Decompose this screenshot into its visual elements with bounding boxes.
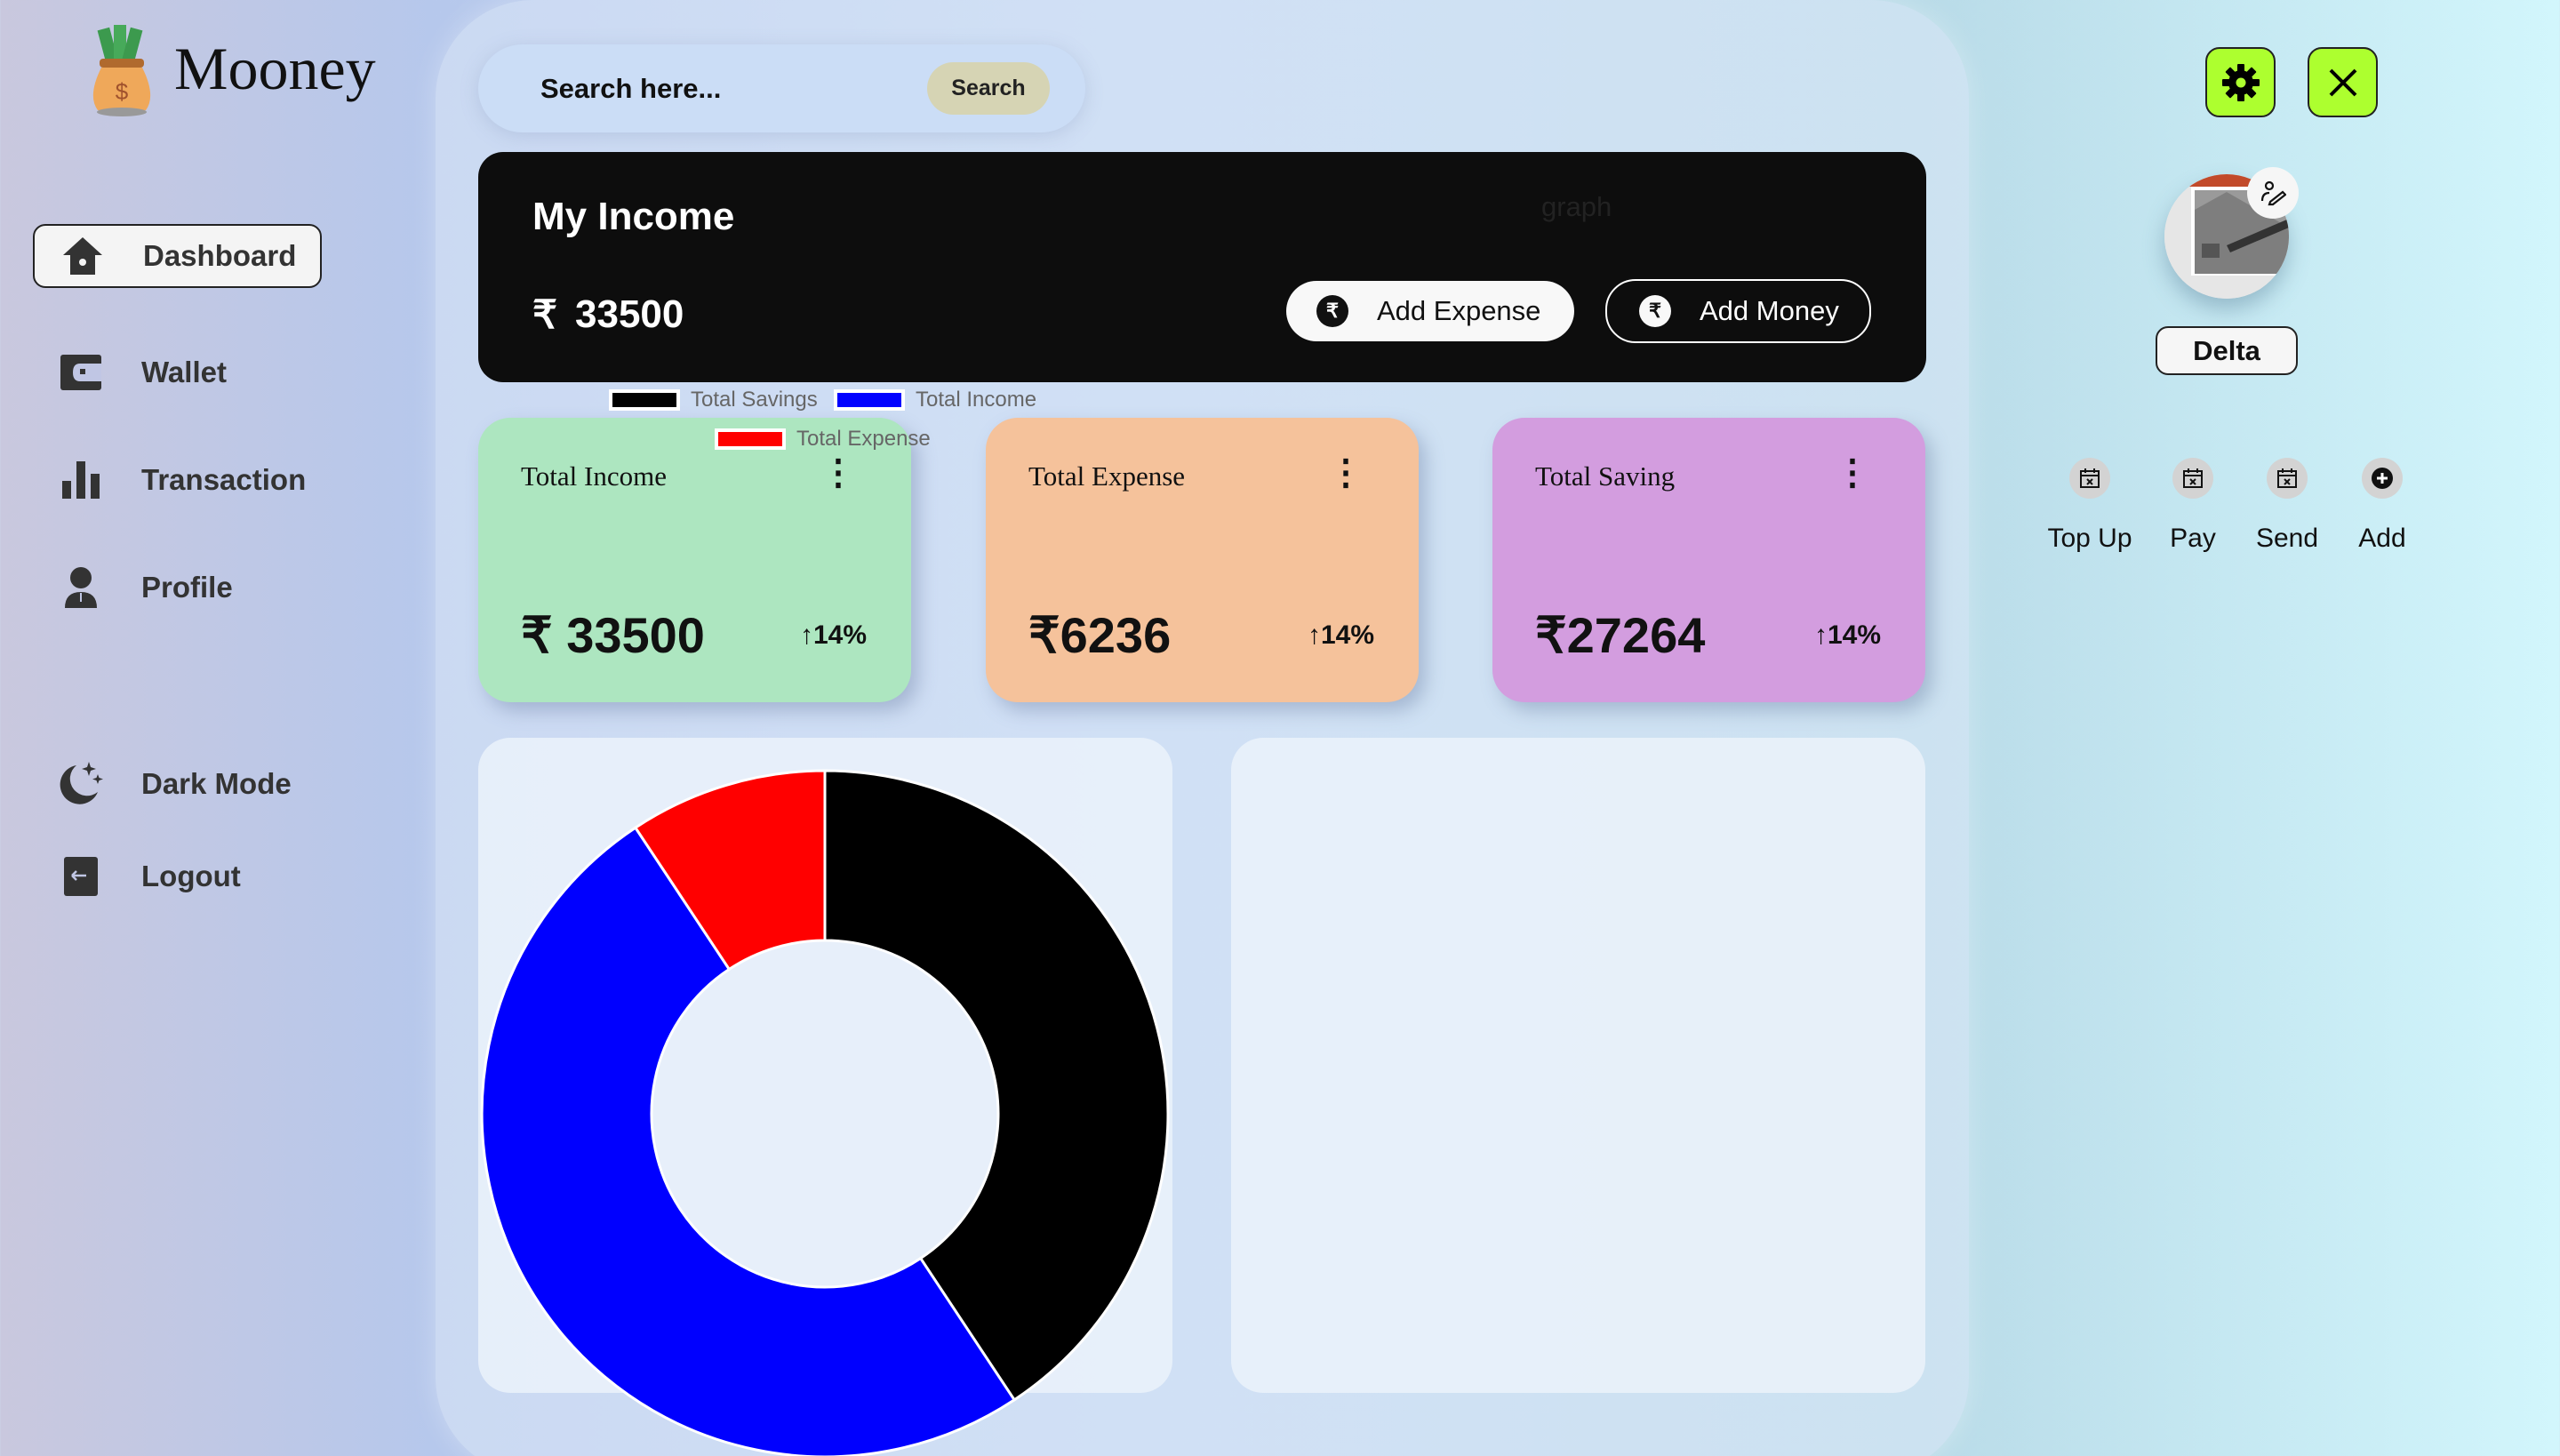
- add-money-label: Add Money: [1700, 295, 1839, 326]
- search-button[interactable]: Search: [927, 62, 1050, 115]
- action-label: Send: [2255, 524, 2319, 553]
- card-change: ↑14%: [799, 620, 867, 650]
- plus-circle-icon: [2362, 458, 2403, 499]
- rupee-icon: ₹: [1316, 295, 1348, 327]
- empty-panel: [1231, 738, 1925, 1393]
- card-title: Total Income: [521, 460, 667, 492]
- user-icon: [56, 563, 106, 612]
- legend-item-savings[interactable]: Total Savings: [609, 388, 818, 412]
- legend-label: Total Income: [916, 388, 1037, 412]
- logo: $: [82, 25, 162, 117]
- calendar-x-icon: [2069, 458, 2110, 499]
- close-button[interactable]: [2308, 47, 2378, 117]
- rupee-icon: ₹: [532, 293, 557, 337]
- sidebar-item-label: Transaction: [141, 463, 307, 496]
- moon-stars-icon: [56, 759, 106, 809]
- user-edit-icon: [2260, 180, 2286, 206]
- total-expense-card: Total Expense ⋮ ₹6236 ↑14%: [986, 418, 1419, 702]
- svg-text:$: $: [116, 78, 129, 105]
- card-value: ₹27264: [1535, 607, 1706, 663]
- income-card: My Income ₹ 33500 graph ₹ Add Expense ₹ …: [478, 152, 1926, 382]
- gear-icon: [2221, 63, 2260, 101]
- bar-chart-icon: [56, 455, 106, 505]
- wallet-icon: [56, 348, 106, 397]
- pay-button[interactable]: Pay: [2140, 458, 2246, 554]
- app-name: Mooney: [174, 35, 376, 102]
- sidebar-item-dashboard[interactable]: Dashboard: [33, 224, 322, 288]
- sidebar-item-transaction[interactable]: Transaction: [33, 448, 322, 512]
- sidebar-item-wallet[interactable]: Wallet: [33, 340, 322, 404]
- edit-profile-button[interactable]: [2247, 167, 2299, 219]
- sidebar-item-logout[interactable]: Logout: [33, 844, 322, 908]
- legend-swatch: [834, 389, 905, 411]
- send-button[interactable]: Send: [2234, 458, 2340, 554]
- more-options-icon[interactable]: ⋮: [1328, 453, 1364, 492]
- card-change: ↑14%: [1307, 620, 1374, 650]
- legend-item-expense[interactable]: Total Expense: [715, 427, 931, 452]
- income-amount: ₹ 33500: [532, 292, 684, 338]
- settings-button[interactable]: [2205, 47, 2276, 117]
- add-money-button[interactable]: ₹ Add Money: [1605, 279, 1871, 343]
- money-bag-icon: $: [92, 25, 151, 116]
- income-value: 33500: [575, 292, 684, 336]
- pie-slice-total-income[interactable]: [480, 826, 1017, 1456]
- total-income-card: Total Income ⋮ ₹ 33500 ↑14%: [478, 418, 911, 702]
- search-bar: Search: [478, 44, 1085, 132]
- sidebar-item-dark-mode[interactable]: Dark Mode: [33, 752, 322, 816]
- legend-label: Total Savings: [691, 388, 818, 412]
- top-up-button[interactable]: Top Up: [2036, 458, 2143, 554]
- card-value: ₹6236: [1028, 607, 1172, 663]
- action-label: Add: [2358, 524, 2406, 553]
- action-label: Top Up: [2047, 524, 2132, 553]
- card-title: Total Saving: [1535, 460, 1676, 492]
- sidebar-item-label: Logout: [141, 860, 241, 892]
- add-button[interactable]: Add: [2329, 458, 2436, 554]
- user-name[interactable]: Delta: [2156, 326, 2298, 375]
- action-label: Pay: [2170, 524, 2216, 553]
- graph-label: graph: [1541, 191, 1612, 222]
- legend-label: Total Expense: [796, 427, 931, 451]
- donut-chart: [480, 769, 1170, 1456]
- card-title: Total Expense: [1028, 460, 1186, 492]
- search-input[interactable]: [540, 64, 932, 114]
- calendar-x-icon: [2172, 458, 2213, 499]
- more-options-icon[interactable]: ⋮: [1835, 453, 1870, 492]
- income-title: My Income: [532, 195, 735, 238]
- sidebar-item-label: Dark Mode: [141, 767, 292, 800]
- total-saving-card: Total Saving ⋮ ₹27264 ↑14%: [1492, 418, 1925, 702]
- add-expense-label: Add Expense: [1377, 295, 1541, 326]
- add-expense-button[interactable]: ₹ Add Expense: [1286, 281, 1574, 341]
- logout-icon: [56, 852, 106, 901]
- legend-swatch: [609, 389, 680, 411]
- card-change: ↑14%: [1813, 620, 1881, 650]
- rupee-icon: ₹: [1639, 295, 1671, 327]
- sidebar-item-profile[interactable]: Profile: [33, 556, 322, 620]
- sidebar-item-label: Dashboard: [143, 239, 297, 272]
- more-options-icon[interactable]: ⋮: [820, 453, 856, 492]
- legend-item-income[interactable]: Total Income: [834, 388, 1036, 412]
- home-icon: [58, 231, 108, 281]
- sidebar-item-label: Profile: [141, 571, 233, 604]
- pie-slice-total-expense[interactable]: [633, 769, 827, 972]
- sidebar-item-label: Wallet: [141, 356, 227, 388]
- close-icon: [2329, 68, 2356, 96]
- card-value: ₹ 33500: [521, 607, 705, 663]
- pie-slice-total-savings[interactable]: [823, 769, 1170, 1402]
- calendar-x-icon: [2267, 458, 2308, 499]
- legend-swatch: [715, 428, 786, 450]
